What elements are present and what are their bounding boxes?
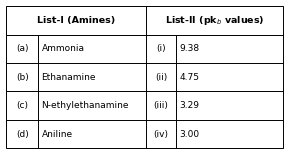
Text: Ammonia: Ammonia [42, 44, 85, 53]
Text: (a): (a) [16, 44, 29, 53]
Text: 9.38: 9.38 [180, 44, 200, 53]
Text: (d): (d) [16, 130, 29, 139]
Text: 3.00: 3.00 [180, 130, 200, 139]
Text: Aniline: Aniline [42, 130, 73, 139]
Text: List-II (pk$_b$ values): List-II (pk$_b$ values) [164, 14, 264, 27]
Text: 3.29: 3.29 [180, 101, 200, 110]
Text: (c): (c) [16, 101, 28, 110]
Text: Ethanamine: Ethanamine [42, 73, 96, 82]
Text: List-I (Amines): List-I (Amines) [37, 16, 115, 25]
Text: (b): (b) [16, 73, 29, 82]
Text: N-ethylethanamine: N-ethylethanamine [42, 101, 129, 110]
Text: 4.75: 4.75 [180, 73, 200, 82]
Text: (i): (i) [156, 44, 166, 53]
Text: (iii): (iii) [154, 101, 168, 110]
Text: (iv): (iv) [153, 130, 168, 139]
Text: (ii): (ii) [155, 73, 167, 82]
